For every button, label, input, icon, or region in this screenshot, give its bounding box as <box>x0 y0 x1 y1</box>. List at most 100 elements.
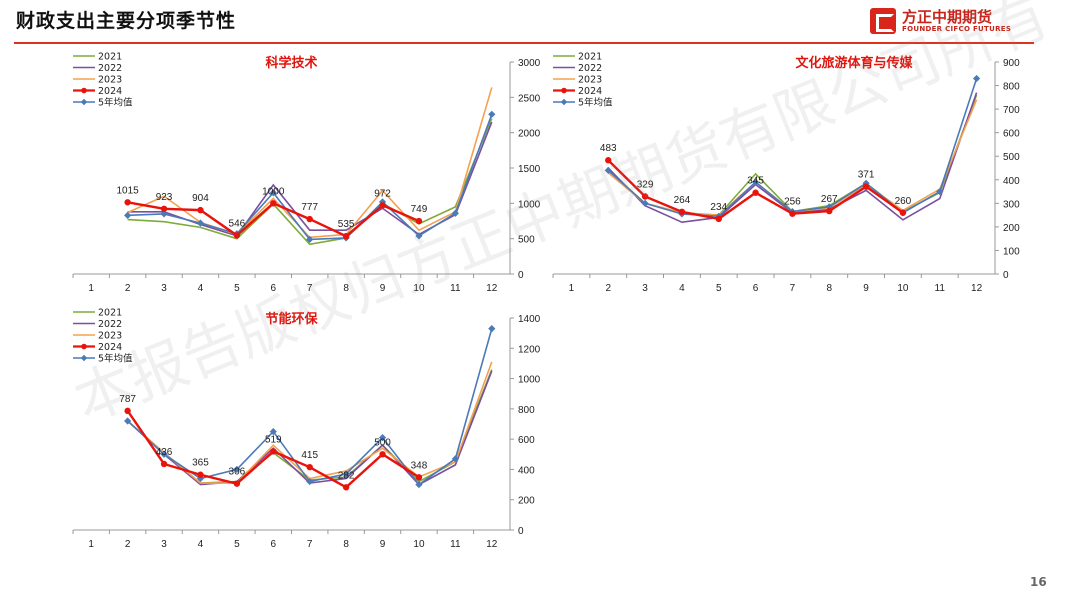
chart2-data-label: 365 <box>192 458 209 469</box>
chart2-point-2024 <box>415 474 423 481</box>
chart2-x-tick-label: 2 <box>125 539 131 550</box>
chart0-point-2024 <box>197 206 204 214</box>
chart0-data-label: 777 <box>301 202 318 213</box>
chart2-x-tick-label: 7 <box>307 539 313 550</box>
chart2-point-2024 <box>233 480 241 487</box>
chart0-data-label: 1000 <box>262 186 285 197</box>
chart0-y-tick-label: 500 <box>518 235 535 246</box>
chart1-point-avg <box>604 166 612 174</box>
chart2-point-2024 <box>270 448 277 455</box>
chart0-series-line-2024 <box>127 201 420 238</box>
chart2-point-avg <box>160 450 168 458</box>
chart2-data-label: 415 <box>301 450 318 461</box>
chart1-x-tick-label: 5 <box>716 283 722 294</box>
chart0-x-tick-label: 8 <box>343 283 349 294</box>
chart2-title: 节能环保 <box>265 311 318 327</box>
page-number: 16 <box>1030 575 1047 589</box>
chart2-point-2024 <box>160 460 168 468</box>
chart1-point-2024 <box>715 215 722 223</box>
chart1-x-tick-label: 3 <box>642 283 648 294</box>
chart0-series-line-2021 <box>127 118 493 246</box>
chart1-legend-label: 2023 <box>578 75 602 86</box>
chart1-y-tick-label: 0 <box>1003 270 1009 281</box>
chart1-y-tick-label: 700 <box>1003 105 1020 116</box>
chart0-point-avg <box>451 209 459 217</box>
chart0-point-2024 <box>270 200 277 207</box>
chart0-title: 科学技术 <box>265 55 317 71</box>
chart0-point-2024 <box>342 232 350 240</box>
logo-text-cn: 方正中期期货 <box>902 8 993 26</box>
chart1-data-label: 371 <box>858 170 875 181</box>
chart0-point-avg <box>196 219 205 227</box>
chart0-data-label: 546 <box>229 218 246 229</box>
chart1-data-label: 483 <box>600 143 617 154</box>
chart2-point-2024 <box>197 471 204 478</box>
chart0-y-tick-label: 2000 <box>518 129 541 140</box>
chart1-data-label: 329 <box>637 180 654 191</box>
chart0-point-avg <box>415 232 423 240</box>
chart0-data-label: 749 <box>411 204 428 215</box>
chart0-y-tick-label: 0 <box>518 270 524 281</box>
logo-mark-icon <box>870 8 896 34</box>
chart2-y-tick-label: 200 <box>518 496 535 507</box>
chart2-legend-label: 2023 <box>98 331 122 342</box>
chart2-x-tick-label: 3 <box>161 539 167 550</box>
chart2-x-tick-label: 4 <box>198 539 204 550</box>
chart2-legend-label: 5年均值 <box>98 353 133 365</box>
chart1-y-tick-label: 900 <box>1003 58 1020 69</box>
chart2-x-tick-label: 6 <box>271 539 277 550</box>
chart2-data-label: 306 <box>229 467 246 478</box>
chart1-y-tick-label: 600 <box>1003 129 1020 140</box>
chart1-point-2024 <box>862 183 870 190</box>
chart0-x-tick-label: 12 <box>486 283 498 294</box>
chart1-legend-label: 5年均值 <box>578 97 613 109</box>
chart2-data-label: 436 <box>156 447 173 458</box>
chart0-x-tick-label: 3 <box>161 283 167 294</box>
chart2-y-tick-label: 0 <box>518 526 524 537</box>
chart1-x-tick-label: 10 <box>897 283 909 294</box>
chart0-point-2024 <box>160 205 168 212</box>
chart0-legend-marker-2024 <box>81 87 87 94</box>
header-divider <box>14 42 1034 44</box>
chart2-y-tick-label: 600 <box>518 435 535 446</box>
chart0-data-label: 904 <box>192 193 209 204</box>
chart1-y-tick-label: 500 <box>1003 152 1020 163</box>
chart0-x-tick-label: 4 <box>198 283 204 294</box>
chart2-y-tick-label: 1000 <box>518 375 541 386</box>
chart2-x-tick-label: 11 <box>450 539 461 550</box>
chart1-x-tick-label: 11 <box>935 283 946 294</box>
chart0-y-tick-label: 1500 <box>518 164 541 175</box>
chart0-y-tick-label: 1000 <box>518 199 541 210</box>
chart0-x-tick-label: 6 <box>271 283 277 294</box>
chart1-legend-marker-2024 <box>561 87 567 94</box>
chart0-x-tick-label: 9 <box>380 283 386 294</box>
chart0-legend-label: 2021 <box>98 52 122 63</box>
chart1-point-2024 <box>789 210 796 217</box>
chart1-point-avg <box>936 187 944 196</box>
chart1-x-tick-label: 2 <box>605 283 611 294</box>
chart0-data-label: 923 <box>156 192 173 203</box>
chart0-data-label: 1015 <box>117 185 140 196</box>
chart0-x-tick-label: 11 <box>450 283 461 294</box>
chart0-point-avg <box>124 211 132 219</box>
chart1-legend-label: 2022 <box>578 63 602 74</box>
chart2-data-label: 348 <box>411 460 428 471</box>
chart0-x-tick-label: 10 <box>413 283 425 294</box>
chart2-y-tick-label: 800 <box>518 405 535 416</box>
chart0-legend-label: 2022 <box>98 63 122 74</box>
chart2-point-2024 <box>379 451 386 458</box>
chart1-series-line-avg <box>607 78 978 218</box>
chart0-point-avg <box>488 110 496 118</box>
chart1-data-label: 256 <box>784 197 801 208</box>
chart1-title: 文化旅游体育与传媒 <box>795 55 913 71</box>
chart1-y-tick-label: 400 <box>1003 176 1020 187</box>
chart0-legend-label: 2023 <box>98 75 122 86</box>
chart2-legend-marker-avg <box>80 354 88 362</box>
chart0-data-label: 972 <box>374 188 391 199</box>
chart1-point-2024 <box>899 209 907 216</box>
chart0-point-2024 <box>306 215 313 223</box>
chart0-y-tick-label: 3000 <box>518 58 541 69</box>
chart1-x-tick-label: 1 <box>569 283 575 294</box>
chart0-point-avg <box>160 210 168 218</box>
